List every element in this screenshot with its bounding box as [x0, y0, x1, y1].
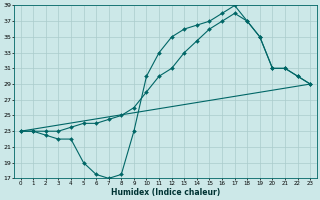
X-axis label: Humidex (Indice chaleur): Humidex (Indice chaleur)	[111, 188, 220, 197]
